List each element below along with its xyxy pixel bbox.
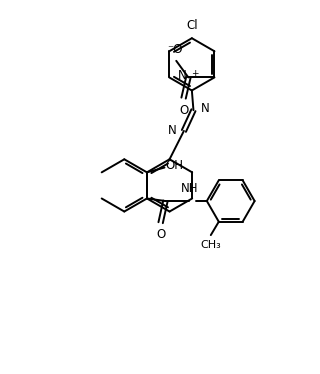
Text: ⁻O: ⁻O — [167, 43, 182, 56]
Text: O: O — [156, 229, 165, 242]
Text: N: N — [178, 69, 187, 82]
Text: N: N — [200, 102, 209, 115]
Text: CH₃: CH₃ — [200, 240, 221, 250]
Text: +: + — [191, 69, 198, 78]
Text: OH: OH — [165, 159, 183, 172]
Text: Cl: Cl — [186, 19, 198, 33]
Text: NH: NH — [180, 182, 198, 195]
Text: N: N — [168, 125, 177, 137]
Text: O: O — [179, 104, 188, 117]
